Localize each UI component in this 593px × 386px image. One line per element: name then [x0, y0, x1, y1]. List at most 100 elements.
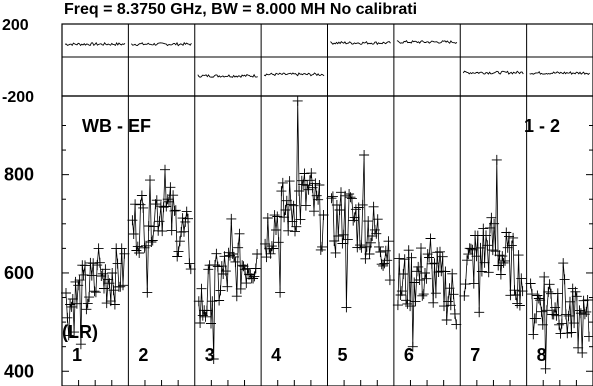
amp-point: [197, 310, 208, 321]
amp-point: [361, 241, 372, 252]
amp-point: [364, 249, 375, 259]
amp-point: [183, 213, 193, 224]
amp-point: [396, 286, 407, 297]
segment-label-6: 6: [404, 345, 414, 365]
amp-point: [104, 278, 115, 289]
amp-point: [420, 268, 430, 278]
amp-point: [353, 202, 364, 213]
amp-point: [426, 258, 437, 269]
amp-point: [581, 306, 592, 317]
amp-point: [128, 229, 139, 239]
amp-point: [367, 231, 378, 241]
amp-point: [216, 261, 227, 272]
amp-point: [355, 240, 365, 251]
amp-point: [326, 193, 337, 204]
amp-point: [563, 310, 574, 321]
amp-point: [100, 264, 111, 275]
amp-point: [510, 290, 521, 300]
amp-tick-label: 800: [4, 165, 34, 185]
amp-point: [562, 328, 573, 339]
amp-point: [337, 238, 348, 249]
amp-point: [517, 286, 528, 297]
amp-point: [262, 213, 273, 223]
phase-ytick-bottom: -200: [2, 89, 34, 106]
amp-point: [268, 243, 279, 254]
segment-label-5: 5: [338, 345, 348, 365]
segment-label-3: 3: [205, 345, 215, 365]
amp-point: [540, 363, 551, 374]
amp-point: [571, 291, 582, 302]
amp-point: [512, 298, 523, 309]
amp-point: [206, 318, 216, 329]
amp-point: [417, 290, 428, 301]
amp-point: [376, 259, 387, 270]
amp-point: [69, 327, 80, 338]
amp-point: [196, 283, 207, 294]
amp-point: [579, 309, 590, 320]
amp-point: [516, 273, 527, 284]
amp-point: [342, 234, 353, 245]
amp-point: [239, 264, 250, 275]
amp-point: [166, 225, 177, 236]
amp-point: [116, 243, 127, 254]
amp-point: [444, 283, 455, 294]
amp-point: [314, 180, 325, 190]
amp-point: [527, 289, 537, 300]
amp-point: [506, 240, 517, 251]
amp-point: [272, 211, 283, 222]
phase-trace-7: [462, 70, 524, 75]
segment-label-7: 7: [470, 345, 480, 365]
amp-point: [525, 278, 536, 289]
amp-point: [500, 255, 510, 266]
amp-point: [374, 241, 384, 252]
amp-point: [283, 225, 294, 236]
amp-point: [234, 228, 245, 239]
amp-point: [80, 260, 90, 271]
amp-point: [365, 237, 376, 248]
amp-point: [73, 280, 84, 291]
amp-point: [559, 274, 570, 285]
amp-point: [418, 289, 429, 300]
amp-point: [92, 260, 103, 271]
amp-point: [127, 215, 138, 226]
amp-point: [569, 318, 580, 329]
amp-point: [392, 300, 403, 311]
amp-point: [399, 254, 410, 265]
amp-point: [378, 260, 389, 271]
amp-point: [130, 199, 141, 210]
amp-point: [333, 231, 344, 241]
amp-trace-3: [198, 218, 258, 360]
amp-trace-7: [463, 159, 523, 313]
amp-point: [406, 252, 417, 263]
amp-point: [359, 150, 370, 160]
amp-point: [513, 250, 524, 261]
baseline-label: WB - EF: [82, 116, 151, 136]
amp-point: [382, 255, 393, 266]
phase-trace-4: [263, 72, 325, 77]
amp-point: [582, 295, 593, 305]
amp-point: [468, 278, 479, 289]
amp-point: [493, 260, 504, 271]
amp-point: [578, 295, 589, 306]
amp-point: [211, 248, 222, 259]
polarization-label: (LR): [62, 322, 98, 342]
amp-point: [315, 244, 326, 255]
amp-point: [543, 286, 554, 297]
amplitude-panel-frame: [61, 95, 593, 386]
amp-point: [162, 194, 173, 205]
amp-point: [432, 247, 443, 258]
amp-point: [460, 279, 471, 290]
amp-point: [225, 250, 235, 261]
amp-point: [134, 248, 145, 258]
amp-point: [539, 271, 550, 282]
amp-point: [541, 305, 552, 316]
amp-point: [411, 266, 422, 277]
amp-point: [287, 216, 298, 227]
amp-point: [200, 311, 211, 322]
amp-point: [207, 296, 218, 307]
amp-point: [141, 240, 151, 251]
amp-point: [271, 225, 281, 235]
amp-point: [463, 249, 474, 260]
amp-point: [531, 313, 542, 324]
